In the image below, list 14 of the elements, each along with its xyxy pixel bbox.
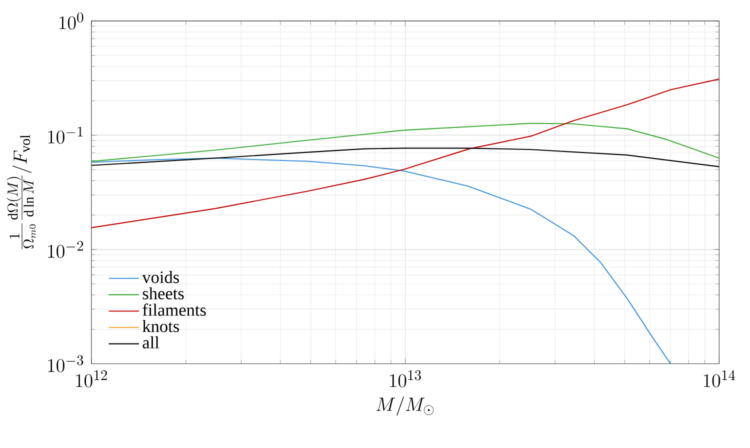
x-tick-label: $10^{12}$ bbox=[76, 370, 107, 388]
y-tick-label: $10^{-2}$ bbox=[48, 240, 84, 258]
legend-label: filaments bbox=[142, 303, 206, 316]
legend-label: all bbox=[142, 336, 160, 348]
legend-label: sheets bbox=[142, 287, 184, 300]
x-axis-title: $M/M_\odot$ bbox=[376, 396, 434, 416]
legend-label: knots bbox=[142, 320, 179, 332]
y-tick-label: $10^{-3}$ bbox=[48, 355, 84, 372]
x-tick-label: $10^{13}$ bbox=[390, 370, 421, 388]
x-tick-label: $10^{14}$ bbox=[704, 370, 736, 388]
legend-label: voids bbox=[142, 270, 179, 283]
y-tick-label: $10^{0}$ bbox=[60, 12, 84, 30]
y-tick-label: $10^{-1}$ bbox=[48, 126, 83, 144]
y-axis-title: $\frac{1}{\Omega_{m0}}\frac{\mathrm{d}\Omega(M)}{\mathrm{d}\ln M}\Big/F_{\mathrm{vol}}$ bbox=[6, 134, 36, 249]
